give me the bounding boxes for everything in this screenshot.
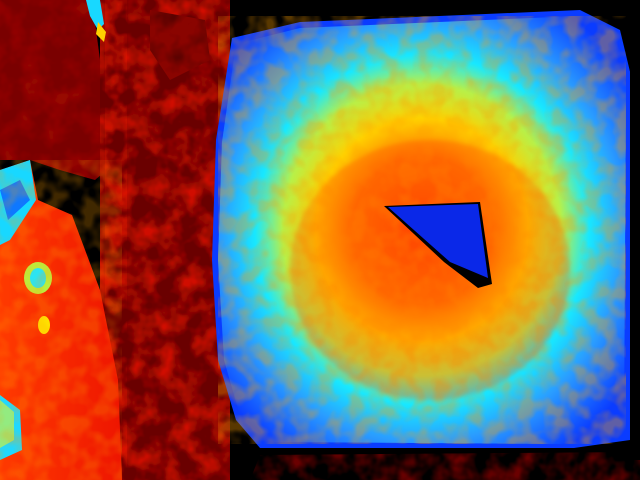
bottom-band xyxy=(230,448,640,480)
left-near-panel xyxy=(0,160,122,480)
triangle-object xyxy=(384,202,492,288)
top-sliver xyxy=(86,0,106,42)
right-edge xyxy=(630,20,640,460)
far-wall-region xyxy=(0,0,118,180)
